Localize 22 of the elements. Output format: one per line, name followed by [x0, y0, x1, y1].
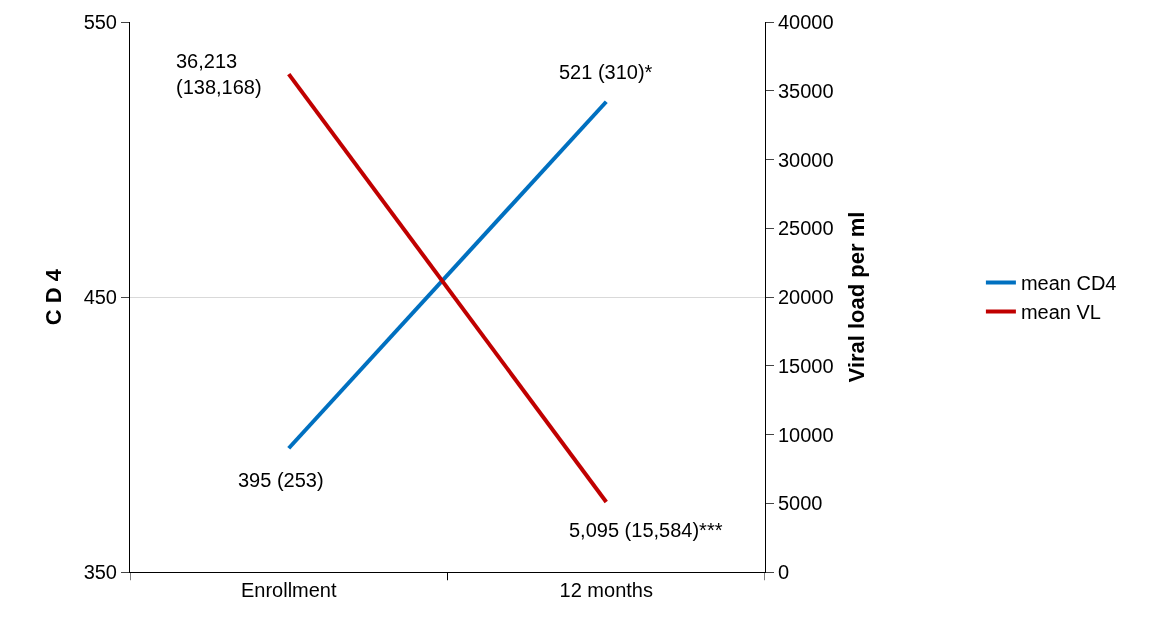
- y-tick-label: 550: [83, 11, 117, 33]
- y-axis-title: C D 4: [41, 268, 67, 326]
- x-tick-label: Enrollment: [240, 579, 337, 601]
- data-label: 5,095 (15,584)***: [569, 519, 723, 541]
- y2-tick-label: 25000: [778, 217, 834, 240]
- data-label: 36,213 (138,168): [176, 50, 262, 98]
- data-label: 395 (253): [238, 469, 324, 491]
- y-tick-label: 350: [83, 561, 117, 583]
- legend-label: mean CD4: [1020, 272, 1117, 295]
- y2-tick-label: 40000: [778, 11, 834, 33]
- y2-axis-title: Viral load per ml: [843, 211, 869, 383]
- data-label: 521 (310)*: [559, 61, 653, 83]
- x-tick-label: 12 months: [559, 579, 653, 601]
- y2-tick-label: 10000: [778, 423, 834, 446]
- y2-tick-label: 35000: [778, 79, 834, 102]
- y-tick-label: 450: [83, 286, 117, 308]
- y2-tick-label: 20000: [778, 286, 834, 308]
- y2-tick-label: 5000: [778, 492, 823, 515]
- y2-tick-label: 30000: [778, 148, 834, 171]
- y2-tick-label: 0: [778, 561, 790, 583]
- y2-tick-label: 15000: [778, 354, 834, 377]
- legend-label: mean VL: [1020, 301, 1101, 324]
